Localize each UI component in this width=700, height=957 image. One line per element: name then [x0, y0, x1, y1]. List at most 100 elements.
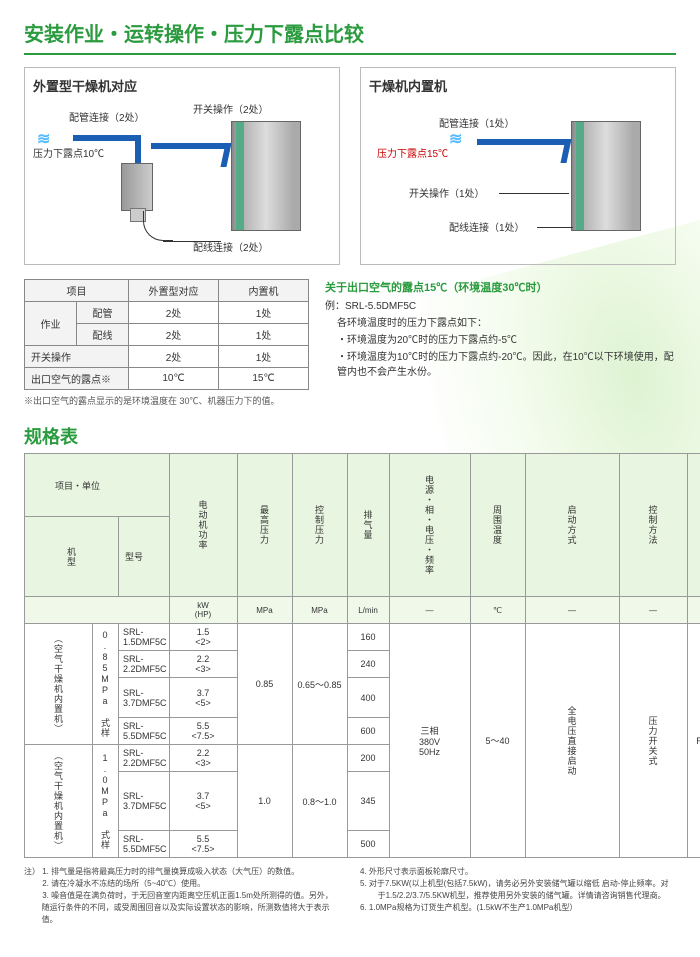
cell: 配线	[77, 324, 129, 346]
label-pipe-left: 配管连接（2处）	[69, 109, 145, 124]
cell-model: SRL-1.5DMF5C	[119, 624, 170, 651]
dew-bullet: 环境温度为10℃时的压力下露点约-20℃。因此，在10℃以下环境使用，配管内也不…	[325, 350, 676, 380]
cell: 200	[347, 745, 389, 772]
cell: 1.0	[237, 745, 292, 858]
unit: ℃	[470, 597, 525, 624]
col-head: 周围温度	[470, 454, 525, 597]
dew-heading: 关于出口空气的露点15℃（环境温度30℃时）	[325, 279, 676, 295]
col-head: 排气口	[687, 454, 700, 597]
cell: 1处	[219, 346, 309, 368]
col-head: 电动机功率	[169, 454, 237, 597]
cell: 10℃	[129, 368, 219, 390]
cell: 0.65～0.85	[292, 624, 347, 745]
th-item: 项目	[25, 280, 129, 302]
air-out-icon: ≋	[449, 129, 462, 149]
unit: —	[525, 597, 619, 624]
group-side: 1.0MPa 式样	[93, 745, 119, 858]
cell: 三相 380V 50Hz	[389, 624, 470, 858]
spec-table: 项目・单位 电动机功率 最高压力 控制压力 排气量 电源・相・电压・频率 周围温…	[24, 453, 700, 858]
col-head: 控制压力	[292, 454, 347, 597]
compressor-icon	[571, 121, 641, 231]
cell: 5.5 <7.5>	[169, 831, 237, 858]
dewpoint-info: 关于出口空气的露点15℃（环境温度30℃时） 例：SRL-5.5DMF5C 各环…	[325, 279, 676, 407]
group-sub: （空气干燥机内置机）	[25, 745, 93, 858]
cable-icon	[537, 227, 573, 228]
air-out-icon: ≋	[37, 129, 50, 149]
cell-model: SRL-5.5DMF5C	[119, 831, 170, 858]
group-sub: （空气干燥机内置机）	[25, 624, 93, 745]
cell: 2处	[129, 346, 219, 368]
unit: L/min	[347, 597, 389, 624]
table-row: 开关操作 2处 1处	[25, 346, 309, 368]
cell-model: SRL-2.2DMF5C	[119, 651, 170, 678]
spec-title: 规格表	[24, 423, 676, 449]
unit: MPa	[292, 597, 347, 624]
label-wire-right: 配线连接（1处）	[449, 219, 525, 234]
cell: 3.7 <5>	[169, 678, 237, 718]
cell: 345	[347, 772, 389, 831]
unit: —	[389, 597, 470, 624]
dew-line: 各环境温度时的压力下露点如下：	[325, 316, 676, 331]
footnotes: 注） 1. 排气量是指将最高压力时的排气量换算成吸入状态（大气压）的数值。 2.…	[24, 866, 676, 926]
cell: 15℃	[219, 368, 309, 390]
cell-model: SRL-3.7DMF5C	[119, 678, 170, 718]
cell: 出口空气的露点※	[25, 368, 129, 390]
unit: MPa	[237, 597, 292, 624]
cell: 240	[347, 651, 389, 678]
cable-icon	[143, 211, 173, 241]
dew-bullet: 环境温度为20℃时的压力下露点约-5℃	[325, 333, 676, 348]
external-dryer-icon	[121, 163, 153, 211]
unit: —	[619, 597, 687, 624]
pipe-icon	[151, 143, 229, 149]
group-side: 0.85MPa 式样	[93, 624, 119, 745]
cell: 配管	[77, 302, 129, 324]
footnote: 2. 请在冷凝水不冻结的场所（5~40℃）使用。	[24, 878, 340, 890]
pipe-icon	[135, 135, 141, 163]
cell: 作业	[25, 302, 77, 346]
cell: 2.2 <3>	[169, 745, 237, 772]
unit: —	[687, 597, 700, 624]
machine-label: 机型	[25, 517, 119, 597]
corner: 项目・单位	[25, 454, 170, 517]
col-head: 启动方式	[525, 454, 619, 597]
dew-example: 例：SRL-5.5DMF5C	[325, 299, 676, 314]
label-wire-left: 配线连接（2处）	[193, 239, 269, 254]
cell: 0.8～1.0	[292, 745, 347, 858]
footnotes-left: 注） 1. 排气量是指将最高压力时的排气量换算成吸入状态（大气压）的数值。 2.…	[24, 866, 340, 926]
cable-icon	[499, 193, 569, 194]
th-external: 外置型对应	[129, 280, 219, 302]
cell: 2处	[129, 302, 219, 324]
table-row: 出口空气的露点※ 10℃ 15℃	[25, 368, 309, 390]
unit-blank	[25, 597, 170, 624]
compressor-icon	[231, 121, 301, 231]
table-row: （空气干燥机内置机） 0.85MPa 式样 SRL-1.5DMF5C 1.5 <…	[25, 624, 700, 651]
diagram-builtin-heading: 干燥机内置机	[369, 76, 667, 95]
cell-model: SRL-5.5DMF5C	[119, 718, 170, 745]
footnote: 5. 对于7.5KW(以上机型(包括7.5kW)，请务必另外安装储气罐以缩低 启…	[360, 878, 676, 902]
label-pipe-right: 配管连接（1处）	[439, 115, 515, 130]
footnote: 6. 1.0MPa规格为订货生产机型。(1.5kW不生产1.0MPa机型）	[360, 902, 676, 914]
cell-model: SRL-2.2DMF5C	[119, 745, 170, 772]
label-dew-right: 压力下露点15℃	[377, 145, 448, 160]
cell: 600	[347, 718, 389, 745]
cell: 1处	[219, 324, 309, 346]
compare-note: ※出口空气的露点显示的是环境温度在 30℃、机器压力下的值。	[24, 394, 309, 407]
th-builtin: 内置机	[219, 280, 309, 302]
col-head: 电源・相・电压・频率	[389, 454, 470, 597]
cell: 500	[347, 831, 389, 858]
cell: 160	[347, 624, 389, 651]
label-switch-left: 开关操作（2处）	[193, 101, 269, 116]
cell: 3.7 <5>	[169, 772, 237, 831]
col-head: 最高压力	[237, 454, 292, 597]
col-head: 排气量	[347, 454, 389, 597]
diagram-builtin: 干燥机内置机 配管连接（1处） 压力下露点15℃ ≋ 开关操作（1处） 配线连接…	[360, 67, 676, 265]
pipe-icon	[477, 139, 569, 145]
footnote: 注） 1. 排气量是指将最高压力时的排气量换算成吸入状态（大气压）的数值。	[24, 866, 340, 878]
unit: kW (HP)	[169, 597, 237, 624]
cell: 1处	[219, 302, 309, 324]
cell-model: SRL-3.7DMF5C	[119, 772, 170, 831]
diagrams-row: 外置型干燥机对应 配管连接（2处） 开关操作（2处） 压力下露点10℃ ≋ 配线…	[24, 67, 676, 265]
table-row: 作业 配管 2处 1处	[25, 302, 309, 324]
model-label: 型号	[119, 517, 170, 597]
page-title: 安装作业・运转操作・压力下露点比较	[24, 18, 676, 55]
